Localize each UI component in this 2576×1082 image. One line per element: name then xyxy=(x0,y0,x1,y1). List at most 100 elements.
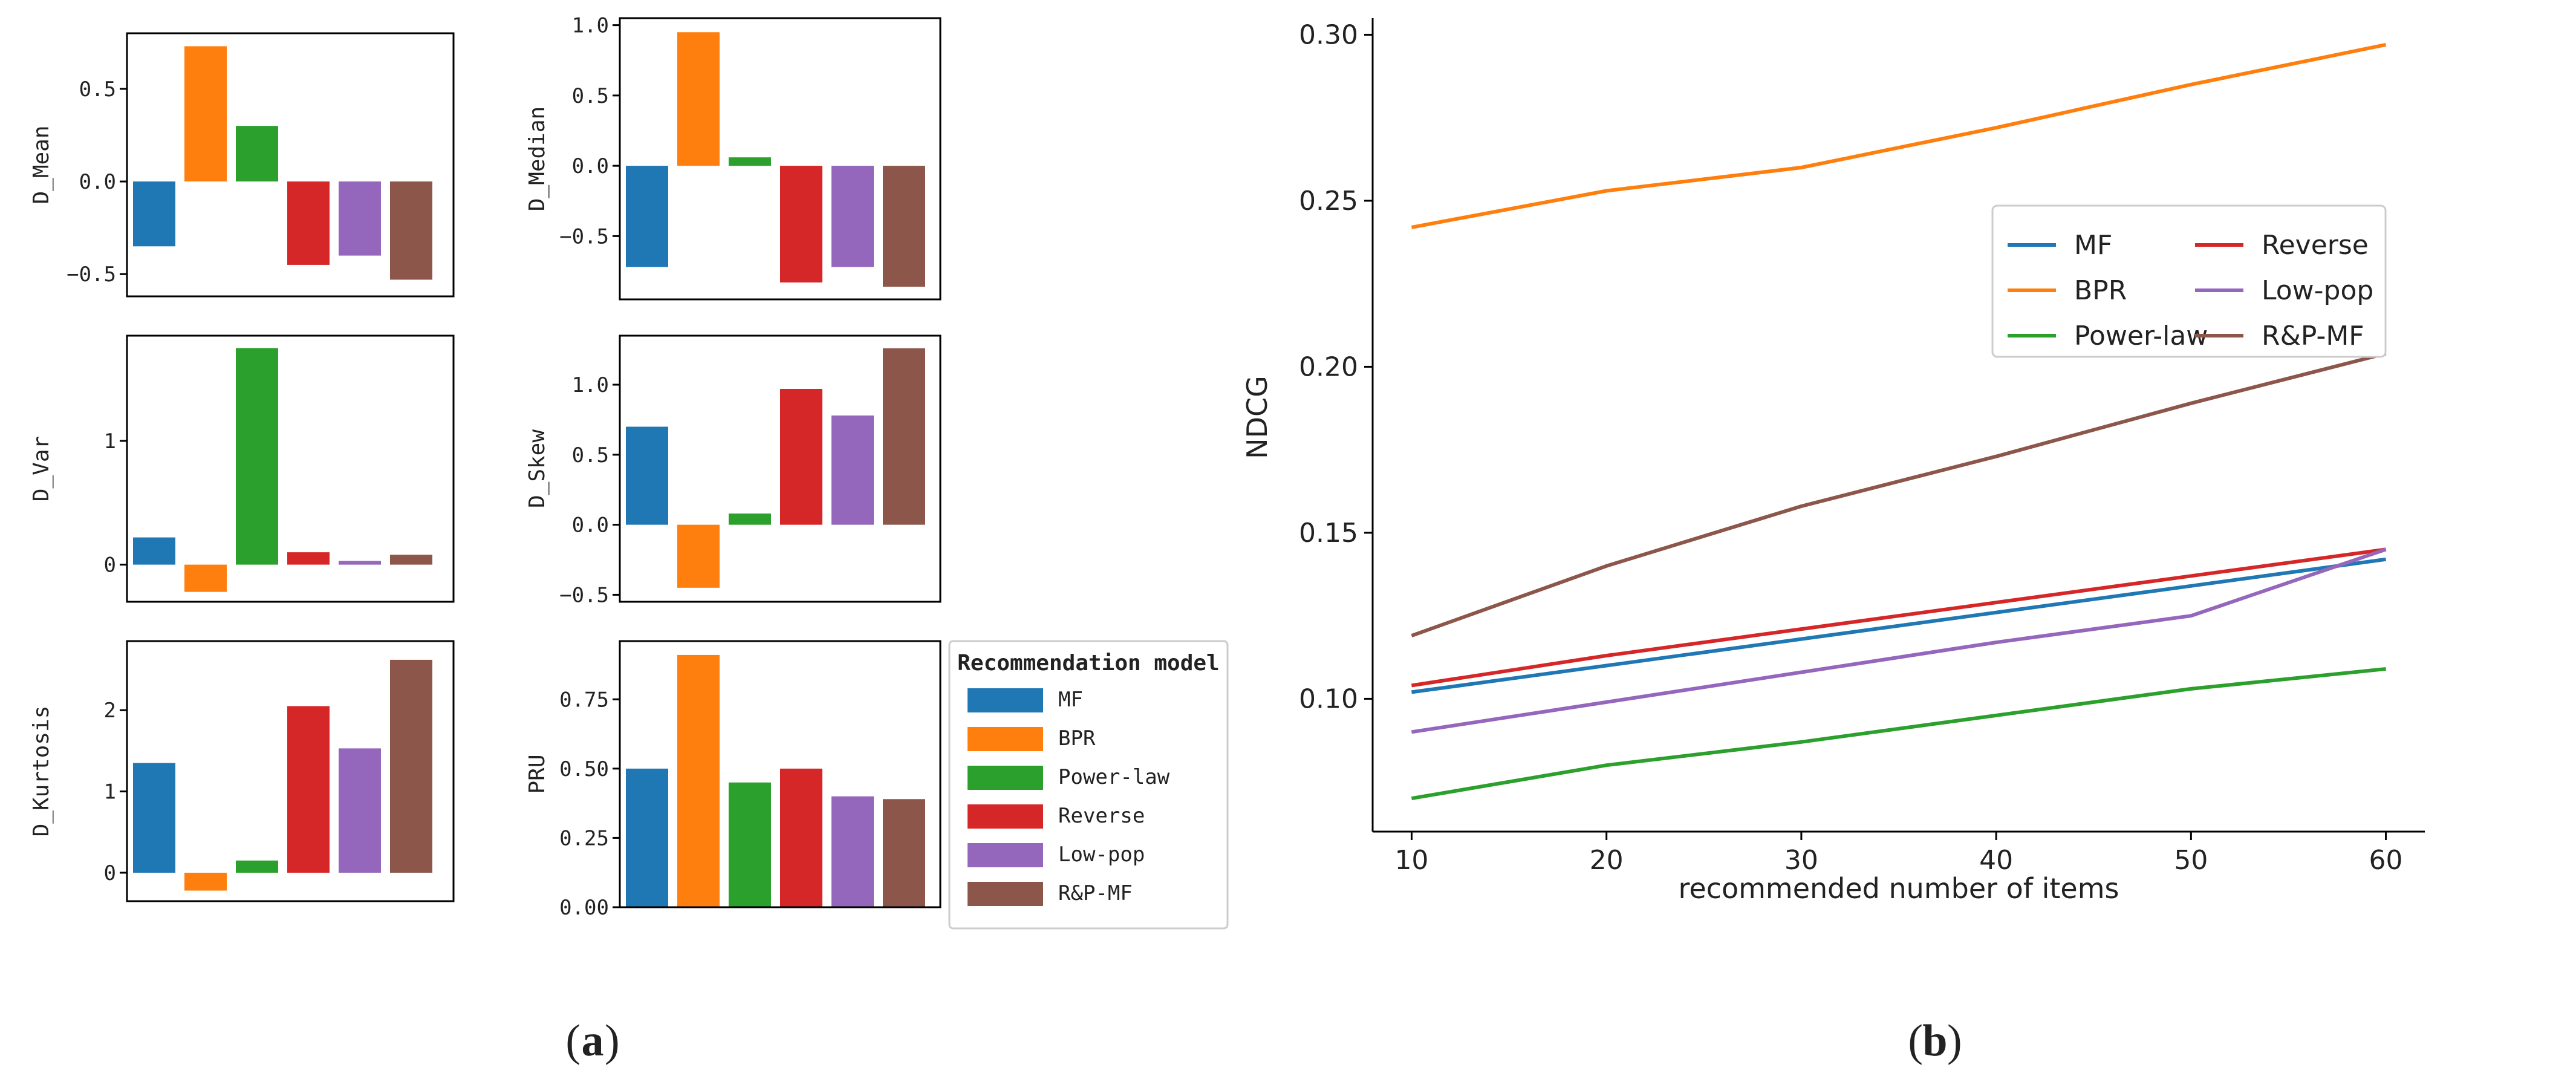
bar-r-p-mf xyxy=(883,799,925,907)
subplot-d-var: 0 1 D_Var xyxy=(29,334,455,603)
line-bpr xyxy=(1411,42,2387,229)
legend-swatch xyxy=(968,843,1043,867)
bar-power-law xyxy=(236,860,278,873)
bar-mf xyxy=(133,537,175,565)
panel-a-legend: Recommendation model MF BPR Power-law Revers… xyxy=(948,640,1229,930)
legend-entry: Reverse xyxy=(1058,804,1145,828)
subplot-pru: 0.00 0.25 0.50 0.75 PRU xyxy=(525,640,942,920)
y-tick-label: 0.20 xyxy=(1299,351,1358,382)
axes-frame xyxy=(619,17,942,301)
bar-low-pop xyxy=(831,166,874,267)
subplot-d-skew: −0.5 0.0 0.5 1.0 D_Skew xyxy=(525,334,942,607)
y-tick-label: −0.5 xyxy=(559,224,609,249)
legend-entry: Low-pop xyxy=(2262,275,2373,306)
bar-reverse xyxy=(287,181,330,265)
bar-low-pop xyxy=(339,181,381,256)
panel-b-line-chart: 0.10 0.15 0.20 0.25 0.30 10 20 30 40 50 60 recommen… xyxy=(1241,18,2425,905)
bar-power-law xyxy=(236,348,278,565)
y-tick-label: 0.0 xyxy=(572,154,609,178)
bar-reverse xyxy=(287,706,330,873)
legend-entry: MF xyxy=(2074,230,2112,261)
y-tick-label: 1 xyxy=(104,780,116,804)
line-mf xyxy=(1411,557,2387,694)
bar-bpr xyxy=(184,564,227,592)
y-tick-label: 0.25 xyxy=(1299,186,1358,217)
legend-swatch xyxy=(968,766,1043,790)
legend-entry: R&P-MF xyxy=(1058,881,1133,905)
y-tick-label: 0.15 xyxy=(1299,518,1358,549)
bar-low-pop xyxy=(831,416,874,525)
x-axis-label: recommended number of items xyxy=(1678,872,2119,905)
x-tick-label: 40 xyxy=(1979,845,2013,876)
bar-mf xyxy=(133,181,175,247)
axes-frame xyxy=(619,640,942,908)
y-tick-label: 1 xyxy=(104,429,116,454)
bar-mf xyxy=(133,763,175,873)
y-tick-label: 0.10 xyxy=(1299,683,1358,714)
bar-reverse xyxy=(780,166,822,283)
y-tick-label: 1.0 xyxy=(572,373,609,397)
y-axis-label: D_Var xyxy=(29,436,54,501)
legend-entry: BPR xyxy=(1058,726,1096,751)
subplot-d-kurtosis: 0 1 2 D_Kurtosis xyxy=(29,640,455,902)
bar-low-pop xyxy=(831,796,874,907)
bar-r-p-mf xyxy=(883,348,925,525)
legend-entry: Power-law xyxy=(1058,765,1170,789)
axes-frame xyxy=(619,334,942,603)
legend-entry: Power-law xyxy=(2074,321,2208,351)
y-axis-label: D_Median xyxy=(525,106,550,211)
y-tick-label: 0.0 xyxy=(79,170,116,194)
bar-bpr xyxy=(677,654,720,907)
legend-swatch xyxy=(968,804,1043,829)
caption-a-letter: a xyxy=(582,1016,604,1066)
axes-frame xyxy=(126,334,455,603)
line-reverse xyxy=(1411,547,2387,688)
legend-entry: BPR xyxy=(2074,275,2127,306)
bar-bpr xyxy=(184,46,227,182)
y-tick-label: 0.5 xyxy=(79,77,116,102)
bar-mf xyxy=(626,426,668,525)
line-r-p-mf xyxy=(1411,351,2387,637)
y-axis-label: PRU xyxy=(525,754,550,794)
y-tick-label: 0.0 xyxy=(572,513,609,538)
bar-bpr xyxy=(184,872,227,891)
legend-entry: Low-pop xyxy=(1058,842,1145,867)
y-tick-label: 0.50 xyxy=(559,757,609,781)
bar-r-p-mf xyxy=(883,166,925,287)
bar-low-pop xyxy=(339,748,381,873)
line-power-law xyxy=(1411,667,2386,801)
y-tick-label: 0.25 xyxy=(559,826,609,850)
legend-entry: R&P-MF xyxy=(2262,321,2364,351)
bar-bpr xyxy=(677,524,720,588)
subplot-d-mean: −0.5 0.0 0.5 D_Mean xyxy=(29,32,455,298)
caption-a-open: ( xyxy=(565,1016,581,1066)
bar-power-law xyxy=(236,126,278,182)
line-low-pop xyxy=(1411,547,2387,734)
bar-low-pop xyxy=(339,561,381,565)
y-tick-label: 0.5 xyxy=(572,84,609,108)
bar-reverse xyxy=(287,552,330,565)
bar-r-p-mf xyxy=(390,555,432,565)
axes-frame xyxy=(126,640,455,902)
legend-swatch xyxy=(968,727,1043,751)
bar-r-p-mf xyxy=(390,659,432,873)
bar-r-p-mf xyxy=(390,181,432,280)
subplot-d-median: −0.5 0.0 0.5 1.0 D_Median xyxy=(525,14,942,301)
panel-b-legend: MF BPR Power-law Reverse Low-pop R&P-MF xyxy=(1991,204,2387,358)
bar-bpr xyxy=(677,32,720,166)
legend-title: Recommendation model xyxy=(957,651,1219,676)
bar-reverse xyxy=(780,389,822,525)
legend-box xyxy=(1991,204,2387,358)
y-tick-label: 0.00 xyxy=(559,896,609,920)
y-axis-label: NDCG xyxy=(1241,376,1273,459)
x-tick-label: 50 xyxy=(2174,845,2208,876)
bar-mf xyxy=(626,166,668,267)
legend-swatch xyxy=(968,882,1043,906)
bar-mf xyxy=(626,768,668,907)
y-tick-label: −0.5 xyxy=(67,262,116,287)
caption-b-letter: b xyxy=(1922,1016,1947,1066)
y-axis-label: D_Skew xyxy=(525,429,550,508)
caption-b-close: ) xyxy=(1947,1016,1962,1066)
y-tick-label: 0.5 xyxy=(572,443,609,468)
axes-frame xyxy=(126,32,455,298)
